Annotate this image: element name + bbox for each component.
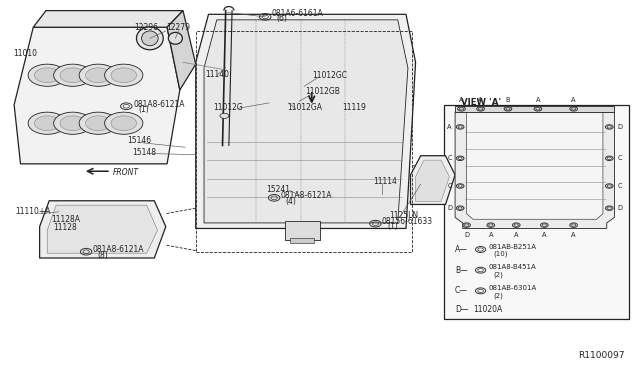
Text: 081A8-6121A: 081A8-6121A bbox=[133, 100, 185, 109]
Circle shape bbox=[60, 116, 86, 131]
Text: C: C bbox=[618, 155, 622, 161]
Polygon shape bbox=[33, 11, 183, 27]
Text: (4): (4) bbox=[285, 197, 296, 206]
Text: 11010: 11010 bbox=[13, 49, 37, 58]
Text: 11140: 11140 bbox=[205, 70, 229, 79]
Circle shape bbox=[35, 68, 60, 83]
Polygon shape bbox=[14, 27, 180, 164]
Polygon shape bbox=[455, 112, 614, 228]
Text: A: A bbox=[536, 97, 540, 103]
Bar bbox=[196, 31, 412, 253]
Text: 081AB-6301A: 081AB-6301A bbox=[488, 285, 536, 291]
Bar bbox=[290, 238, 314, 243]
Polygon shape bbox=[196, 14, 415, 228]
Circle shape bbox=[86, 116, 111, 131]
Circle shape bbox=[54, 112, 92, 134]
Polygon shape bbox=[415, 160, 449, 202]
Text: (2): (2) bbox=[493, 271, 503, 278]
Polygon shape bbox=[410, 156, 455, 205]
Text: (2): (2) bbox=[493, 292, 503, 299]
Text: 11020A: 11020A bbox=[473, 305, 502, 314]
Ellipse shape bbox=[136, 27, 163, 50]
Text: 11128A: 11128A bbox=[51, 215, 80, 224]
Text: (1): (1) bbox=[387, 222, 397, 231]
Polygon shape bbox=[47, 205, 157, 253]
Text: 15146: 15146 bbox=[127, 137, 152, 145]
Circle shape bbox=[79, 64, 117, 86]
Circle shape bbox=[60, 68, 86, 83]
Text: B—: B— bbox=[455, 266, 468, 275]
Ellipse shape bbox=[141, 31, 158, 46]
Text: D: D bbox=[464, 232, 469, 238]
Text: R1100097: R1100097 bbox=[578, 350, 625, 359]
Text: B: B bbox=[506, 97, 510, 103]
Text: 12279: 12279 bbox=[166, 23, 190, 32]
Text: C: C bbox=[618, 183, 622, 189]
Text: A: A bbox=[572, 232, 576, 238]
Bar bbox=[455, 106, 614, 112]
Text: D—: D— bbox=[455, 305, 468, 314]
Text: (1): (1) bbox=[138, 105, 149, 114]
Circle shape bbox=[111, 116, 136, 131]
Bar bbox=[444, 105, 629, 319]
Text: D: D bbox=[447, 205, 452, 211]
Text: 12296: 12296 bbox=[134, 23, 158, 32]
Text: 11128: 11128 bbox=[54, 223, 77, 232]
Text: D: D bbox=[618, 205, 623, 211]
Bar bbox=[285, 221, 320, 240]
Circle shape bbox=[54, 64, 92, 86]
Text: 11114: 11114 bbox=[374, 177, 397, 186]
Polygon shape bbox=[467, 112, 603, 219]
Text: C: C bbox=[447, 155, 452, 161]
Text: 11012GC: 11012GC bbox=[312, 71, 348, 80]
Text: 081A8-6121A: 081A8-6121A bbox=[280, 191, 332, 200]
Circle shape bbox=[104, 112, 143, 134]
Text: C—: C— bbox=[455, 286, 468, 295]
Text: 11012G: 11012G bbox=[213, 103, 243, 112]
Text: 11110+A: 11110+A bbox=[15, 206, 51, 216]
Circle shape bbox=[79, 112, 117, 134]
Polygon shape bbox=[204, 20, 408, 223]
Text: (10): (10) bbox=[493, 251, 508, 257]
Text: A: A bbox=[514, 232, 518, 238]
Circle shape bbox=[111, 68, 136, 83]
Text: 081A8-B451A: 081A8-B451A bbox=[488, 264, 536, 270]
Text: VIEW 'A': VIEW 'A' bbox=[461, 99, 502, 108]
Text: A: A bbox=[488, 232, 493, 238]
Text: C: C bbox=[447, 183, 452, 189]
Polygon shape bbox=[167, 11, 196, 90]
Text: A: A bbox=[542, 232, 547, 238]
Polygon shape bbox=[40, 201, 166, 258]
Text: 15148: 15148 bbox=[132, 148, 156, 157]
Circle shape bbox=[86, 68, 111, 83]
Text: 11119: 11119 bbox=[342, 103, 366, 112]
Text: A: A bbox=[447, 124, 452, 130]
Text: 15241: 15241 bbox=[266, 185, 290, 194]
Text: 081A6-6161A: 081A6-6161A bbox=[271, 9, 323, 18]
Text: 081AB-B251A: 081AB-B251A bbox=[488, 244, 536, 250]
Text: (8): (8) bbox=[98, 251, 108, 260]
Circle shape bbox=[220, 113, 229, 118]
Text: A: A bbox=[478, 97, 483, 103]
Text: 08156-61633: 08156-61633 bbox=[382, 217, 433, 226]
Ellipse shape bbox=[168, 32, 182, 44]
Circle shape bbox=[104, 64, 143, 86]
Text: 11012GB: 11012GB bbox=[305, 87, 340, 96]
Text: 081A8-6121A: 081A8-6121A bbox=[93, 245, 144, 254]
Text: A—: A— bbox=[455, 245, 468, 254]
Circle shape bbox=[28, 64, 67, 86]
Text: 11012GA: 11012GA bbox=[287, 103, 322, 112]
Text: A: A bbox=[460, 97, 464, 103]
Text: (6): (6) bbox=[276, 14, 287, 23]
Circle shape bbox=[28, 112, 67, 134]
Text: 1125LN: 1125LN bbox=[389, 211, 418, 220]
Text: FRONT: FRONT bbox=[113, 168, 139, 177]
Text: D: D bbox=[618, 124, 623, 130]
Circle shape bbox=[35, 116, 60, 131]
Text: A: A bbox=[572, 97, 576, 103]
